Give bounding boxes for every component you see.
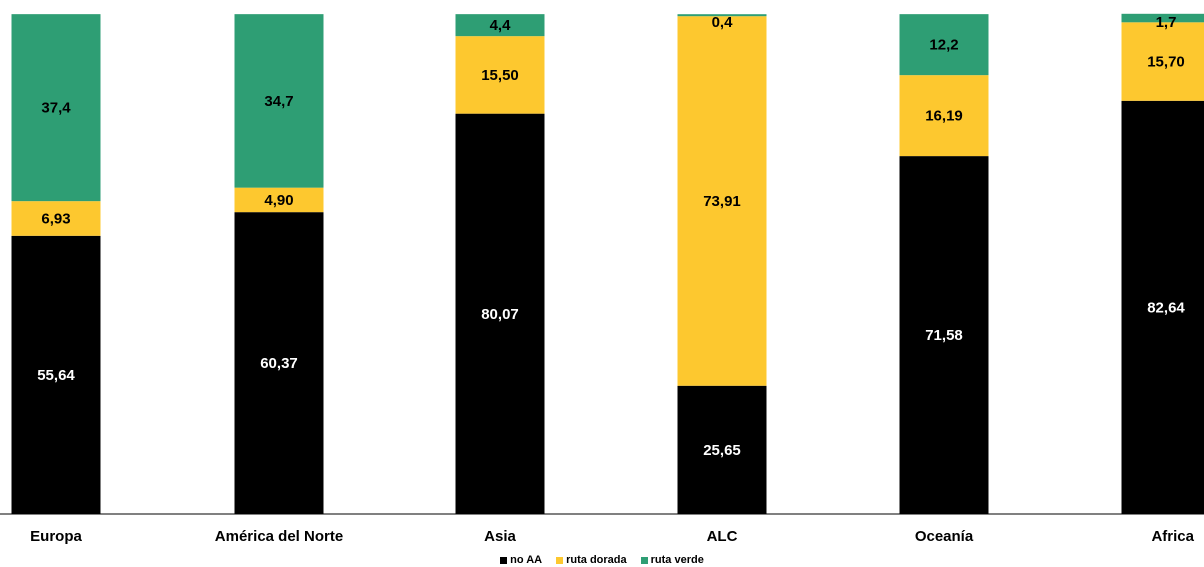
bar-segment-ruta-dorada-europa xyxy=(11,201,101,236)
bar-segment-ruta-verde-europa xyxy=(11,14,101,202)
bar-segment-ruta-dorada-america-del-norte xyxy=(234,187,324,213)
legend-swatch-ruta-verde xyxy=(640,556,648,564)
bars-group: 55,64 6,93 37,4 60,37 4,90 34,7 80,07 15,50 4,4 2… xyxy=(11,13,1204,515)
category-label-europa: Europa xyxy=(30,528,82,545)
bar-segment-ruta-dorada-asia xyxy=(455,36,545,114)
category-label-alc: ALC xyxy=(707,528,738,545)
data-label-ruta-verde-oceania: 12,2 xyxy=(929,37,958,54)
bar-segment-ruta-dorada-africa xyxy=(1121,22,1204,101)
data-label-ruta-verde-alc: 0,4 xyxy=(712,14,734,31)
data-label-ruta-verde-america-del-norte: 34,7 xyxy=(264,93,293,110)
data-label-no-aa-europa: 55,64 xyxy=(37,367,75,384)
data-label-no-aa-alc: 25,65 xyxy=(703,442,741,459)
data-label-ruta-dorada-europa: 6,93 xyxy=(41,210,70,227)
legend-label-ruta-verde: ruta verde xyxy=(650,554,704,566)
data-label-no-aa-america-del-norte: 60,37 xyxy=(260,355,298,372)
bar-segment-ruta-dorada-oceania xyxy=(899,75,989,157)
data-label-ruta-dorada-america-del-norte: 4,90 xyxy=(264,192,293,209)
legend-item-ruta-verde: ruta verde xyxy=(640,554,704,566)
category-label-africa: Africa xyxy=(1151,528,1194,545)
bar-segment-no-aa-america-del-norte xyxy=(234,212,324,514)
data-label-ruta-verde-africa: 1,7 xyxy=(1156,14,1177,31)
legend-swatch-ruta-dorada xyxy=(556,556,564,564)
data-label-ruta-verde-asia: 4,4 xyxy=(490,17,512,34)
data-label-ruta-dorada-oceania: 16,19 xyxy=(925,108,963,125)
category-labels: Europa América del Norte Asia ALC Oceanía Afr… xyxy=(30,528,1194,545)
bar-segment-ruta-verde-alc xyxy=(677,14,767,17)
legend-label-ruta-dorada: ruta dorada xyxy=(566,554,627,566)
category-label-oceania: Oceanía xyxy=(915,528,974,545)
bar-segment-ruta-verde-oceania xyxy=(899,14,989,76)
legend-item-no-aa: no AA xyxy=(500,554,542,566)
category-label-america-del-norte: América del Norte xyxy=(215,528,343,545)
data-label-ruta-verde-europa: 37,4 xyxy=(41,100,71,117)
legend-item-ruta-dorada: ruta dorada xyxy=(556,554,627,566)
bar-segment-no-aa-asia xyxy=(455,113,545,515)
bar-segment-no-aa-africa xyxy=(1121,100,1204,515)
data-label-ruta-dorada-asia: 15,50 xyxy=(481,67,519,84)
bar-segment-no-aa-oceania xyxy=(899,156,989,514)
legend-label-no-aa: no AA xyxy=(510,554,543,566)
data-label-no-aa-oceania: 71,58 xyxy=(925,327,963,344)
data-label-ruta-dorada-africa: 15,70 xyxy=(1147,54,1185,71)
category-label-asia: Asia xyxy=(484,528,516,545)
bar-segment-ruta-verde-america-del-norte xyxy=(234,14,324,188)
data-label-ruta-dorada-alc: 73,91 xyxy=(703,193,741,210)
legend: no AA ruta dorada ruta verde xyxy=(0,554,1204,566)
bar-segment-ruta-verde-africa xyxy=(1121,13,1204,23)
data-label-no-aa-africa: 82,64 xyxy=(1147,299,1185,316)
bar-segment-no-aa-europa xyxy=(11,235,101,515)
bar-segment-ruta-verde-asia xyxy=(455,14,545,37)
legend-swatch-no-aa xyxy=(500,556,508,564)
data-label-no-aa-asia: 80,07 xyxy=(481,306,519,323)
bar-segment-no-aa-alc xyxy=(677,385,767,514)
bar-segment-ruta-dorada-alc xyxy=(677,16,767,386)
